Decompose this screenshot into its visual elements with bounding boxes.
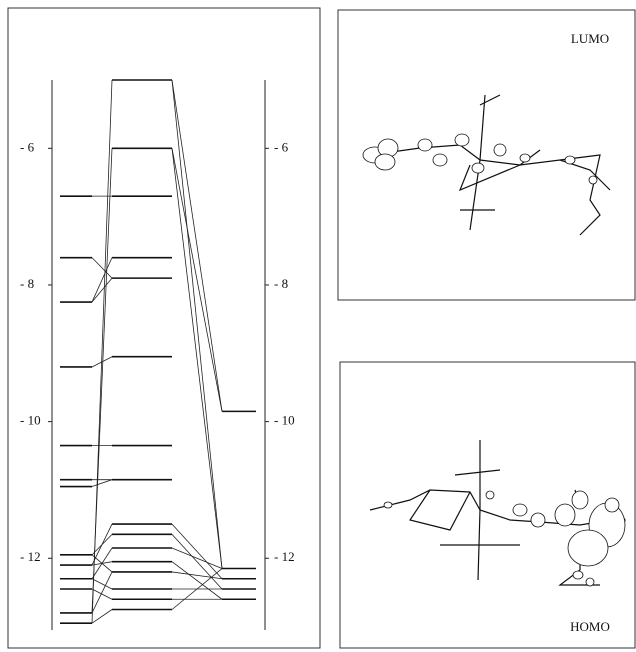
correlation-line: [172, 148, 222, 568]
correlation-line: [92, 258, 112, 278]
correlation-line: [92, 572, 112, 613]
correlation-line: [92, 258, 112, 302]
correlation-line: [92, 480, 112, 487]
tick-label: - 12: [274, 549, 295, 564]
correlation-line: [172, 80, 222, 569]
correlation-line: [92, 589, 112, 599]
tick-label: - 8: [274, 276, 288, 291]
homo-panel: HOMO: [340, 362, 635, 648]
tick-label: - 8: [20, 276, 34, 291]
correlation-line: [92, 548, 112, 579]
correlation-line: [172, 148, 222, 411]
tick-label: - 12: [20, 549, 41, 564]
correlation-line: [92, 278, 112, 302]
molecule: [370, 95, 610, 235]
tick-label: - 10: [274, 413, 295, 428]
correlation-line: [92, 579, 112, 589]
panel-label: LUMO: [571, 31, 609, 46]
tick-label: - 10: [20, 413, 41, 428]
tick-label: - 6: [20, 139, 35, 154]
correlation-line: [92, 610, 112, 624]
correlation-line: [92, 148, 112, 613]
figure: LUMO HOMO: [0, 0, 636, 652]
tick-label: - 6: [274, 139, 289, 154]
panel-label: HOMO: [570, 619, 610, 634]
lumo-panel: LUMO: [338, 10, 635, 300]
correlation-line: [172, 572, 222, 579]
